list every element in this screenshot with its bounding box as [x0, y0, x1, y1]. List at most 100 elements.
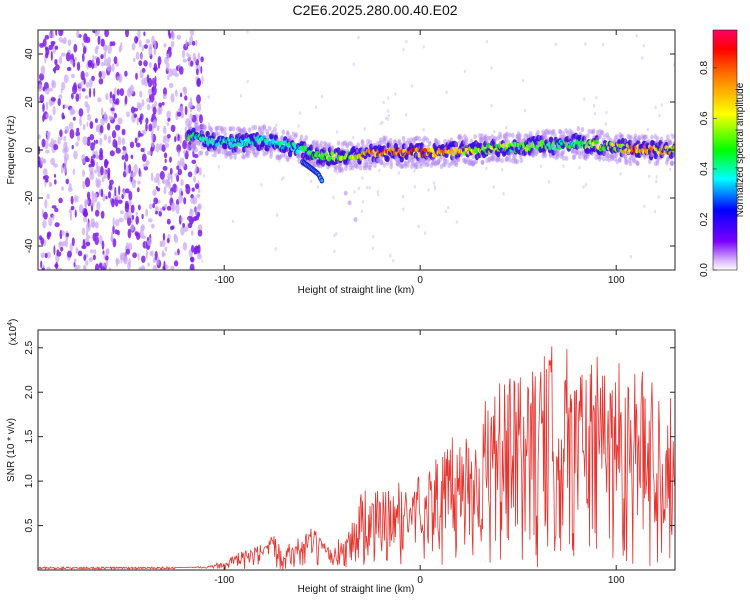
- faint-dot: [336, 170, 339, 175]
- noise-blob: [130, 154, 134, 159]
- noise-blob: [182, 58, 188, 63]
- noise-blob: [88, 87, 92, 98]
- noise-blob: [167, 30, 171, 36]
- noise-blob: [180, 179, 184, 186]
- noise-blob: [123, 161, 126, 171]
- snr-x-label: Height of straight line (km): [298, 584, 415, 595]
- noise-blob: [148, 61, 152, 68]
- noise-blob: [87, 197, 92, 207]
- ridge-halo: [625, 159, 629, 165]
- noise-blob: [111, 63, 115, 72]
- faint-dot: [309, 179, 313, 184]
- noise-blob: [200, 66, 203, 74]
- noise-blob: [112, 139, 117, 148]
- noise-blob: [77, 135, 80, 142]
- ridge-band: [336, 147, 341, 154]
- noise-blob: [76, 127, 80, 132]
- noise-blob: [147, 88, 153, 96]
- noise-blob: [169, 82, 174, 88]
- ridge-halo: [425, 137, 430, 143]
- noise-blob: [135, 215, 139, 225]
- ridge-band: [223, 143, 228, 150]
- faint-dot: [352, 62, 355, 66]
- faint-dot: [444, 209, 447, 214]
- noise-blob: [38, 134, 41, 140]
- noise-blob: [136, 37, 139, 42]
- noise-blob: [162, 94, 167, 100]
- ridge-halo: [297, 158, 301, 164]
- faint-dot: [434, 186, 437, 191]
- noise-blob: [193, 57, 197, 62]
- noise-blob: [83, 209, 88, 218]
- noise-blob: [141, 129, 147, 135]
- noise-blob: [51, 79, 55, 88]
- noise-blob: [130, 172, 136, 178]
- noise-blob: [117, 136, 122, 146]
- spectrogram-y-tick-label: -40: [24, 238, 35, 253]
- noise-blob: [81, 42, 85, 48]
- noise-blob: [149, 250, 152, 256]
- noise-blob: [42, 102, 45, 112]
- faint-dot: [211, 153, 214, 158]
- noise-blob: [64, 125, 70, 134]
- noise-blob: [110, 231, 114, 241]
- colorbar-frame: [712, 29, 738, 271]
- ridge-halo: [422, 144, 427, 150]
- noise-blob: [81, 169, 85, 178]
- faint-dot: [381, 120, 384, 125]
- snr-series-line: [38, 346, 675, 570]
- noise-blob: [112, 238, 117, 248]
- ridge-halo: [246, 153, 250, 159]
- faint-dot: [422, 45, 425, 49]
- noise-blob: [152, 264, 157, 270]
- noise-blob: [104, 160, 109, 165]
- noise-blob: [89, 166, 94, 174]
- spectrogram-marks: [38, 30, 675, 270]
- faint-dot: [365, 185, 369, 190]
- noise-blob: [68, 208, 73, 214]
- noise-blob: [148, 203, 153, 210]
- noise-blob: [103, 58, 109, 67]
- noise-blob: [139, 113, 144, 121]
- faint-dot: [427, 188, 430, 192]
- ridge-halo: [602, 156, 606, 162]
- noise-blob: [78, 108, 84, 117]
- noise-blob: [101, 176, 105, 183]
- noise-blob: [97, 97, 102, 103]
- colorbar-tick-label: 0.6: [699, 111, 710, 125]
- noise-blob: [42, 86, 46, 92]
- ridge-halo: [500, 158, 504, 164]
- noise-blob: [182, 140, 188, 150]
- noise-blob: [45, 52, 49, 59]
- ridge-band: [548, 136, 554, 143]
- noise-blob: [53, 144, 59, 151]
- ridge-core: [293, 143, 297, 148]
- noise-blob: [127, 199, 132, 207]
- faint-dot: [646, 127, 649, 132]
- noise-blob: [166, 134, 171, 139]
- noise-blob: [107, 191, 112, 199]
- noise-blob: [67, 187, 73, 193]
- faint-dot: [353, 190, 356, 194]
- noise-blob: [154, 100, 157, 108]
- faint-dot: [276, 213, 279, 217]
- faint-dot: [402, 207, 405, 211]
- ridge-halo: [382, 162, 387, 168]
- noise-blob: [58, 30, 64, 37]
- noise-blob: [166, 205, 172, 211]
- noise-blob: [136, 116, 139, 126]
- snr-y-label: SNR (10 * v/v): [6, 418, 17, 482]
- noise-blob: [117, 117, 123, 125]
- noise-blob: [75, 141, 79, 147]
- noise-blob: [79, 116, 82, 127]
- noise-blob: [145, 208, 149, 217]
- faint-dot: [641, 56, 644, 60]
- noise-blob: [173, 235, 179, 244]
- noise-blob: [181, 49, 186, 59]
- ridge-halo: [229, 126, 233, 132]
- ridge-halo: [299, 134, 304, 140]
- noise-blob: [190, 194, 194, 199]
- faint-dot: [582, 185, 585, 189]
- ridge-halo: [253, 124, 258, 130]
- spectrogram-x-tick-label: 0: [417, 275, 423, 286]
